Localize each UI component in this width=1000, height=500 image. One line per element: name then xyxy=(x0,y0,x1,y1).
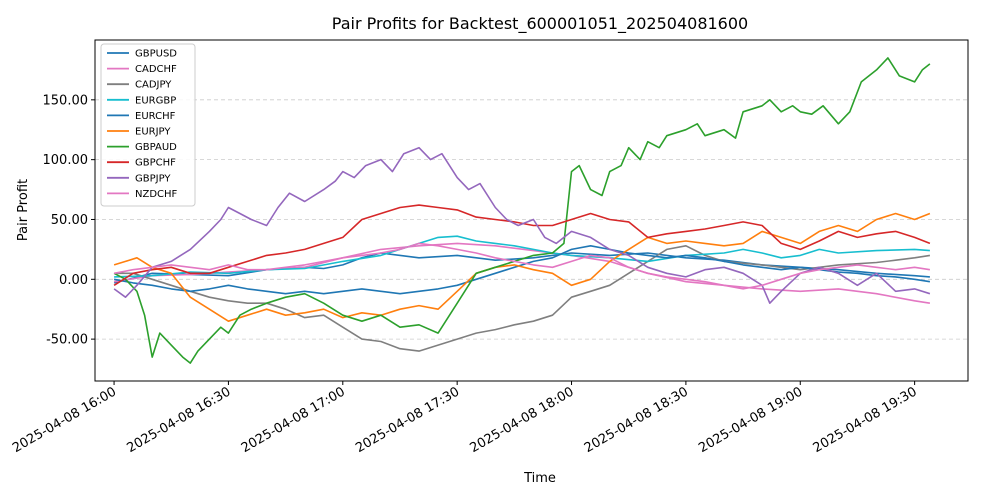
x-tick-label-7: 2025-04-08 19:30 xyxy=(811,384,920,456)
legend-label-gbpusd: GBPUSD xyxy=(135,49,177,60)
legend-label-gbpjpy: GBPJPY xyxy=(135,173,171,184)
legend-label-cadjpy: CADJPY xyxy=(135,80,172,91)
legend-label-gbpchf: GBPCHF xyxy=(135,158,176,169)
y-axis-ticks: -50.00 0.00 50.00 100.00 150.00 xyxy=(43,93,95,348)
y-tick-label-3: 100.00 xyxy=(43,153,89,168)
series-line-nzdchf xyxy=(113,242,931,290)
plot-area-frame xyxy=(94,39,969,382)
x-tick-label-1: 2025-04-08 16:30 xyxy=(124,384,233,456)
series-line-cadjpy xyxy=(114,245,931,352)
x-axis-ticks: 2025-04-08 16:00 2025-04-08 16:30 2025-04-… xyxy=(10,381,920,456)
y-axis-label: Pair Profit xyxy=(16,179,31,241)
legend-label-cadchf: CADCHF xyxy=(135,64,177,75)
series-lines xyxy=(113,57,931,364)
x-tick-label-4: 2025-04-08 18:00 xyxy=(468,384,577,456)
x-tick-label-6: 2025-04-08 19:00 xyxy=(696,384,805,456)
x-tick-label-2: 2025-04-08 17:00 xyxy=(239,384,348,456)
legend-label-eurgbp: EURGBP xyxy=(135,95,176,106)
chart-title: Pair Profits for Backtest_600001051_2025… xyxy=(332,14,748,34)
series-line-eurgbp xyxy=(114,235,930,278)
y-tick-label-1: 0.00 xyxy=(59,273,88,288)
legend-label-eurchf: EURCHF xyxy=(135,111,176,122)
x-tick-label-3: 2025-04-08 17:30 xyxy=(353,384,462,456)
y-tick-label-0: -50.00 xyxy=(46,333,88,348)
legend-label-nzdchf: NZDCHF xyxy=(135,189,178,200)
legend-label-gbpaud: GBPAUD xyxy=(135,142,177,153)
x-tick-label-0: 2025-04-08 16:00 xyxy=(10,384,119,456)
y-tick-label-2: 50.00 xyxy=(51,213,88,228)
series-line-gbpaud xyxy=(113,57,931,364)
series-line-eurjpy xyxy=(113,212,931,322)
series-line-eurchf xyxy=(113,245,931,295)
x-axis-label: Time xyxy=(523,471,556,486)
legend: GBPUSD CADCHF CADJPY EURGBP EURCHF EURJPY GBPA… xyxy=(100,43,196,207)
x-tick-label-5: 2025-04-08 18:30 xyxy=(582,384,691,456)
legend-label-eurjpy: EURJPY xyxy=(135,127,171,138)
series-line-gbpjpy xyxy=(113,146,931,304)
y-tick-label-4: 150.00 xyxy=(43,93,89,108)
